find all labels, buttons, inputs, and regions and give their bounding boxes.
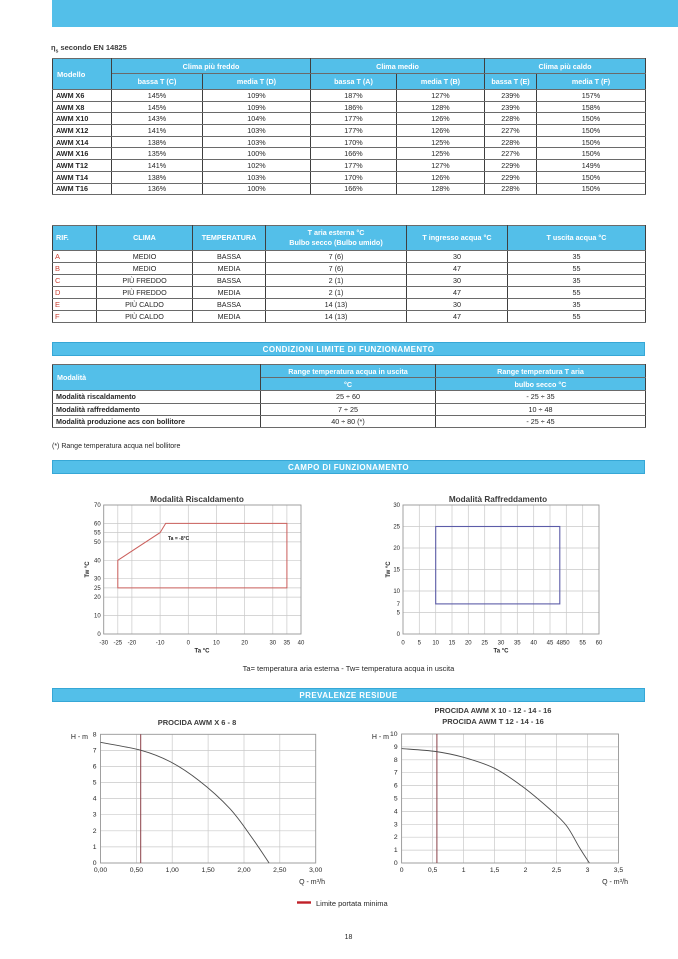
svg-text:Q - m3/h: Q - m3/h [299,878,325,886]
svg-text:1: 1 [462,867,466,874]
svg-text:25: 25 [393,525,400,531]
svg-text:H - m: H - m [71,734,88,741]
svg-text:30: 30 [94,577,101,583]
svg-text:3: 3 [394,821,398,828]
svg-text:4: 4 [93,796,97,803]
svg-text:Tw °C: Tw °C [386,561,392,578]
svg-text:6: 6 [394,783,398,790]
svg-text:20: 20 [241,641,248,647]
svg-text:9: 9 [394,744,398,751]
svg-text:1: 1 [93,844,97,851]
svg-text:-25: -25 [113,641,122,647]
svg-text:3: 3 [586,867,590,874]
svg-text:50: 50 [563,641,570,647]
svg-text:35: 35 [514,641,521,647]
svg-text:7: 7 [397,602,401,608]
svg-text:4: 4 [394,808,398,815]
svg-text:20: 20 [465,641,472,647]
svg-text:15: 15 [393,568,400,574]
svg-text:48: 48 [556,641,563,647]
svg-text:0: 0 [394,860,398,867]
svg-text:0,5: 0,5 [428,867,438,874]
svg-text:40: 40 [94,558,101,564]
svg-text:PROCIDA AWM X 10 - 12 - 14 - 1: PROCIDA AWM X 10 - 12 - 14 - 16 [435,706,552,715]
svg-text:20: 20 [393,546,400,552]
svg-text:5: 5 [397,611,401,617]
svg-text:3,00: 3,00 [309,867,322,874]
svg-text:Ta = -8°C: Ta = -8°C [168,536,190,542]
svg-text:8: 8 [93,731,97,738]
svg-text:0,50: 0,50 [130,867,143,874]
svg-text:30: 30 [269,641,276,647]
svg-text:Modalità Raffreddamento: Modalità Raffreddamento [449,495,547,504]
svg-text:1: 1 [394,847,398,854]
svg-text:10: 10 [94,614,101,620]
svg-text:5: 5 [418,641,422,647]
svg-text:7: 7 [394,770,398,777]
svg-text:55: 55 [94,531,101,537]
svg-text:2: 2 [524,867,528,874]
svg-text:-30: -30 [99,641,108,647]
svg-text:Ta °C: Ta °C [494,649,510,655]
svg-text:10: 10 [390,731,398,738]
svg-text:0: 0 [397,632,401,638]
svg-text:2,00: 2,00 [237,867,250,874]
svg-text:55: 55 [579,641,586,647]
svg-text:Tw °C: Tw °C [85,561,91,578]
svg-text:PROCIDA AWM T 12 - 14 - 16: PROCIDA AWM T 12 - 14 - 16 [442,717,544,726]
svg-text:1,5: 1,5 [490,867,500,874]
svg-text:Q - m3/h: Q - m3/h [602,878,628,886]
svg-text:8: 8 [394,757,398,764]
svg-text:60: 60 [596,641,603,647]
svg-text:20: 20 [94,595,101,601]
svg-text:70: 70 [94,503,101,509]
svg-text:5: 5 [394,796,398,803]
svg-text:0: 0 [97,632,101,638]
svg-text:35: 35 [284,641,291,647]
svg-text:60: 60 [94,521,101,527]
svg-text:10: 10 [213,641,220,647]
svg-text:0: 0 [401,641,405,647]
svg-text:-10: -10 [156,641,165,647]
svg-text:0: 0 [93,860,97,867]
svg-text:3: 3 [93,812,97,819]
svg-text:40: 40 [530,641,537,647]
svg-text:1,50: 1,50 [201,867,214,874]
svg-text:PROCIDA AWM X 6 - 8: PROCIDA AWM X 6 - 8 [158,718,237,727]
svg-text:15: 15 [449,641,456,647]
svg-text:2,5: 2,5 [552,867,562,874]
svg-text:6: 6 [93,764,97,771]
svg-text:H - m: H - m [372,734,389,741]
svg-text:0: 0 [400,867,404,874]
svg-text:Ta °C: Ta °C [195,649,211,655]
svg-text:50: 50 [94,540,101,546]
svg-text:45: 45 [547,641,554,647]
svg-text:3,5: 3,5 [614,867,624,874]
svg-text:Modalità Riscaldamento: Modalità Riscaldamento [150,495,244,504]
svg-text:30: 30 [393,503,400,509]
svg-text:30: 30 [498,641,505,647]
svg-text:5: 5 [93,780,97,787]
svg-text:7: 7 [93,747,97,754]
svg-text:0: 0 [187,641,191,647]
svg-text:1,00: 1,00 [166,867,179,874]
svg-text:-20: -20 [128,641,137,647]
svg-text:10: 10 [432,641,439,647]
svg-text:2: 2 [93,828,97,835]
svg-text:40: 40 [298,641,305,647]
svg-text:10: 10 [393,589,400,595]
svg-text:2,50: 2,50 [273,867,286,874]
svg-text:25: 25 [481,641,488,647]
svg-text:0,00: 0,00 [94,867,107,874]
svg-text:25: 25 [94,586,101,592]
svg-text:2: 2 [394,834,398,841]
